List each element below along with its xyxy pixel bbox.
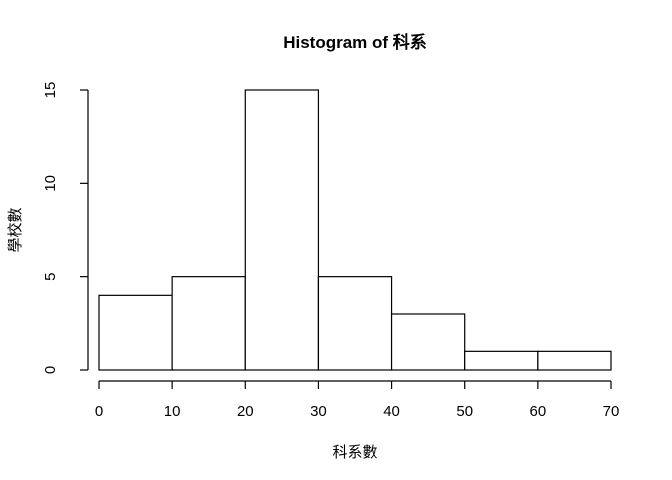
x-axis-label: 科系數 <box>332 444 377 461</box>
y-tick-label: 5 <box>42 272 59 280</box>
histogram-bar <box>244 89 320 371</box>
chart-title: Histogram of 科系 <box>283 32 427 52</box>
y-axis: 0 5 10 15 <box>42 82 89 374</box>
x-tick-label: 20 <box>237 403 254 420</box>
x-tick-label: 50 <box>456 403 473 420</box>
histogram-bars <box>98 89 612 371</box>
histogram-bar <box>390 313 466 371</box>
y-tick-label: 10 <box>42 175 59 192</box>
y-tick-label: 15 <box>42 82 59 99</box>
x-axis: 0 10 20 30 40 50 60 70 <box>95 380 620 420</box>
x-tick-label: 70 <box>603 403 620 420</box>
histogram-bar <box>317 276 393 371</box>
histogram-bar <box>171 276 246 371</box>
x-tick-label: 0 <box>95 403 103 420</box>
x-tick-label: 10 <box>164 403 181 420</box>
x-tick-label: 60 <box>530 403 547 420</box>
x-tick-label: 30 <box>310 403 327 420</box>
histogram-bar <box>464 350 539 371</box>
y-tick-label: 0 <box>42 366 59 374</box>
histogram-bar <box>537 350 612 371</box>
y-axis-label: 學校數 <box>6 207 24 252</box>
x-tick-label: 40 <box>383 403 400 420</box>
histogram-bar <box>98 294 173 371</box>
